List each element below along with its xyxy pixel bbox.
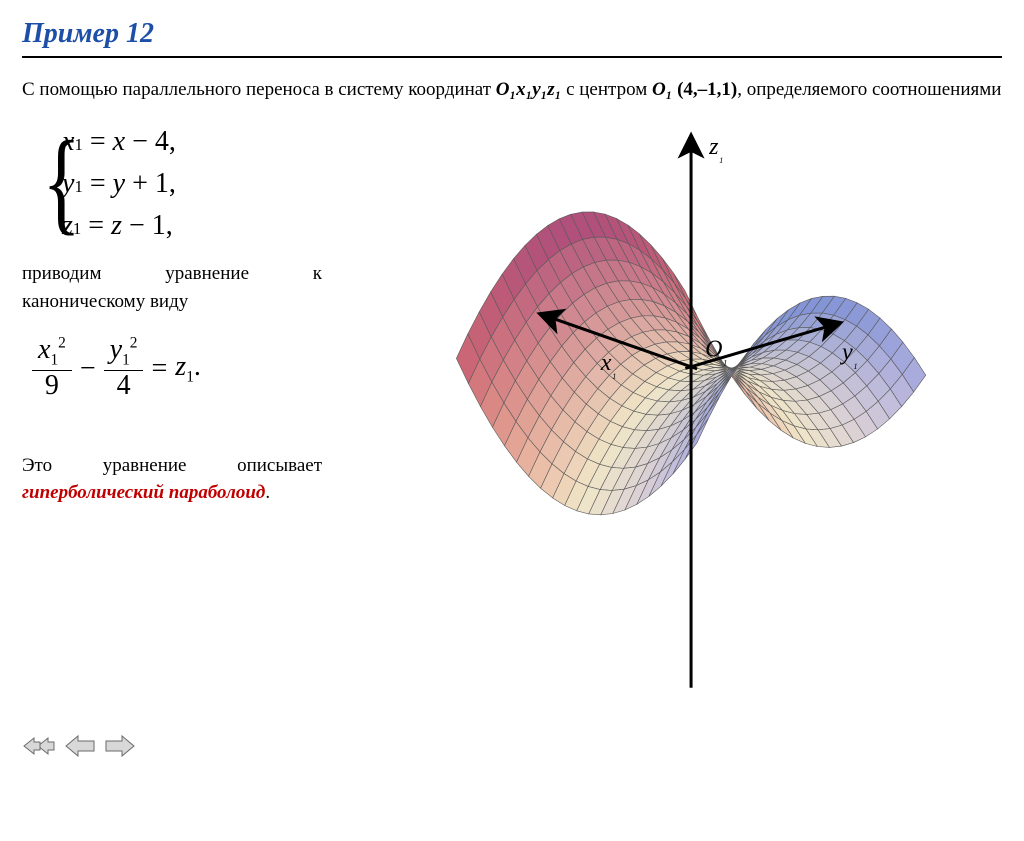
- conclusion-period: .: [265, 482, 270, 503]
- nav-prev-button[interactable]: [62, 733, 98, 759]
- navigation-arrows: [22, 733, 1002, 759]
- title-underline: [22, 56, 1002, 58]
- example-title: Пример 12: [22, 18, 154, 49]
- transformation-equations: { x1 = x − 4, y1 = y + 1, z1 = z − 1,: [22, 126, 322, 242]
- frac-x-sup: 2: [58, 335, 66, 352]
- arrow-left-double-icon: [22, 733, 58, 759]
- intro-coord-system: O₁x₁y₁z₁: [496, 79, 562, 100]
- left-column: { x1 = x − 4, y1 = y + 1, z1 = z − 1, пр…: [22, 116, 322, 703]
- minus-op: −: [80, 353, 96, 385]
- curly-brace-icon: {: [42, 124, 81, 239]
- intro-text-3: , определяемого соотношениями: [737, 79, 1001, 100]
- conclusion-paragraph: Это уравнение описывает гиперболический …: [22, 452, 322, 507]
- rhs-period: .: [194, 351, 201, 382]
- title-block: Пример 12: [22, 18, 1002, 50]
- chart-column: z₁O₁x₁y₁: [340, 116, 1002, 703]
- fraction-y: y12 4: [104, 335, 144, 401]
- canonical-equation: x12 9 − y12 4 = z1.: [32, 335, 322, 401]
- intro-center-label: O₁: [652, 79, 672, 100]
- rhs-var: z: [175, 351, 186, 382]
- content-row: { x1 = x − 4, y1 = y + 1, z1 = z − 1, пр…: [22, 116, 1002, 703]
- equals-op: =: [151, 353, 167, 385]
- conclusion-text: Это уравнение описывает: [22, 455, 322, 476]
- fraction-x: x12 9: [32, 335, 72, 401]
- hyperbolic-paraboloid-chart: z₁O₁x₁y₁: [340, 116, 1002, 698]
- text-canonical-form: приводим уравнение к каноническому виду: [22, 260, 322, 315]
- svg-text:z₁: z₁: [708, 134, 723, 164]
- equation-x: x1 = x − 4,: [62, 126, 322, 158]
- frac-x-var: x: [38, 334, 50, 365]
- frac-x-sub: 1: [50, 352, 58, 369]
- equation-z: z1 = z − 1,: [62, 210, 322, 242]
- rhs: z1.: [175, 351, 201, 387]
- intro-center-value: (4,–1,1): [672, 79, 737, 100]
- nav-first-button[interactable]: [22, 733, 58, 759]
- rhs-sub: 1: [186, 368, 194, 385]
- frac-y-sup: 2: [130, 335, 138, 352]
- conclusion-highlight: гиперболический параболоид: [22, 482, 265, 503]
- intro-text-2: с центром: [561, 79, 652, 100]
- arrow-right-icon: [102, 733, 138, 759]
- frac-y-var: y: [110, 334, 122, 365]
- equation-y: y1 = y + 1,: [62, 168, 322, 200]
- svg-text:O₁: O₁: [705, 337, 727, 367]
- nav-next-button[interactable]: [102, 733, 138, 759]
- frac-y-den: 4: [111, 371, 137, 402]
- arrow-left-icon: [62, 733, 98, 759]
- intro-paragraph: С помощью параллельного переноса в систе…: [22, 74, 1002, 106]
- frac-y-sub: 1: [122, 352, 130, 369]
- frac-x-den: 9: [39, 371, 65, 402]
- intro-text-1: С помощью параллельного переноса в систе…: [22, 79, 496, 100]
